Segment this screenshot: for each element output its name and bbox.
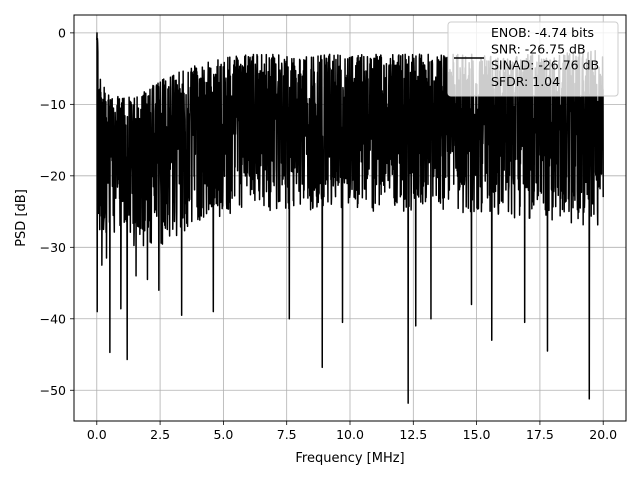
y-tick-label: −30	[40, 240, 66, 255]
legend-label-line: SINAD: -26.76 dB	[491, 58, 599, 73]
x-tick-label: 12.5	[399, 427, 427, 442]
legend-label-line: SNR: -26.75 dB	[491, 41, 586, 56]
y-tick-label: −20	[40, 168, 66, 183]
legend-label: ENOB: -4.74 bits SNR: -26.75 dB SINAD: -26…	[491, 25, 599, 89]
y-tick-label: −10	[40, 97, 66, 112]
legend-label-line: SFDR: 1.04	[491, 74, 560, 89]
legend-box	[447, 21, 619, 97]
ticks: 0.0 2.5 5.0 7.5 10.0 12.5 15.0 17.5 20.0 0 −10 −20 −…	[40, 25, 618, 442]
legend: ENOB: -4.74 bits SNR: -26.75 dB SINAD: -26…	[447, 21, 619, 97]
y-tick-label: −50	[40, 383, 66, 398]
x-tick-label: 17.5	[526, 427, 554, 442]
x-tick-label: 10.0	[336, 427, 364, 442]
x-tick-label: 7.5	[277, 427, 297, 442]
psd-series-line	[96, 32, 604, 404]
y-tick-label: 0	[58, 25, 66, 40]
x-tick-label: 5.0	[213, 427, 233, 442]
x-tick-label: 2.5	[150, 427, 170, 442]
x-tick-label: 0.0	[87, 427, 107, 442]
x-tick-label: 20.0	[589, 427, 617, 442]
x-tick-label: 15.0	[463, 427, 491, 442]
y-tick-label: −40	[40, 311, 66, 326]
plot-area	[96, 32, 604, 404]
x-axis-label: Frequency [MHz]	[295, 451, 404, 466]
y-axis-label: PSD [dB]	[14, 189, 29, 247]
legend-label-line: ENOB: -4.74 bits	[491, 25, 594, 40]
